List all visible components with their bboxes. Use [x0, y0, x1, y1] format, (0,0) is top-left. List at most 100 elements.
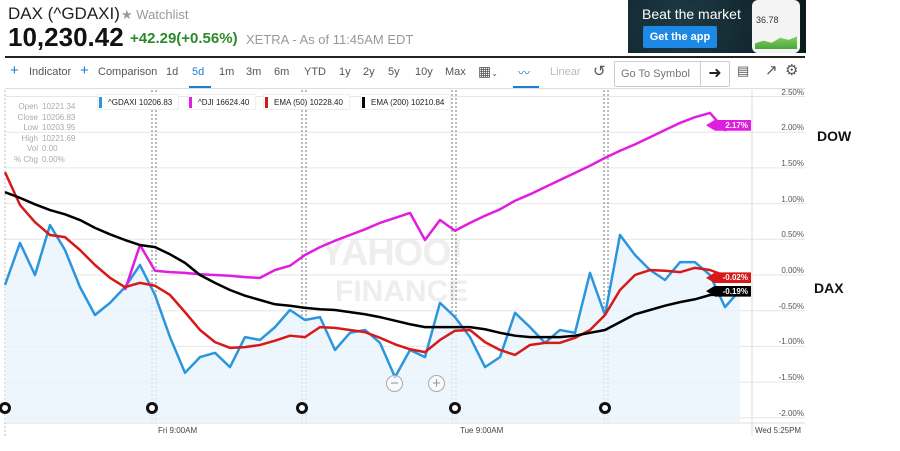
- legend-item[interactable]: ^DJI 16624.40: [187, 94, 257, 110]
- legend-item[interactable]: EMA (200) 10210.84: [360, 94, 452, 110]
- y-tick-label: 1.50%: [781, 158, 804, 168]
- star-icon: ★: [121, 7, 133, 22]
- ohlc-row: % Chg 0.00%: [10, 155, 80, 165]
- legend-swatch: [99, 97, 102, 108]
- app-ad-banner[interactable]: Beat the market Get the app 36.78: [628, 0, 806, 53]
- ohlc-value: 10221.69: [42, 133, 76, 143]
- legend-label: ^DJI 16624.40: [198, 98, 250, 107]
- plus-icon: +: [10, 62, 19, 79]
- ohlc-row: High 10221.69: [10, 134, 80, 144]
- ohlc-row: Low 10203.95: [10, 123, 80, 133]
- ohlc-label: Vol: [26, 144, 38, 153]
- active-tab-underline: [189, 86, 211, 88]
- ohlc-value: 10221.34: [42, 102, 76, 111]
- comparison-button[interactable]: Comparison: [98, 66, 158, 78]
- ohlc-value: 10206.83: [42, 112, 76, 122]
- mountain-chart-icon[interactable]: 〰: [518, 66, 531, 80]
- range-tab-ytd[interactable]: YTD: [304, 66, 326, 78]
- legend-swatch: [362, 97, 365, 108]
- x-tick-label: Wed 5:25PM: [755, 426, 802, 435]
- header-divider: [5, 56, 805, 58]
- y-tick-label: 2.50%: [781, 87, 804, 97]
- share-icon[interactable]: ↗: [765, 62, 778, 79]
- ohlc-label: % Chg: [13, 154, 38, 164]
- legend-swatch: [265, 97, 268, 108]
- y-tick-label: 0.00%: [781, 266, 804, 275]
- symbol-input[interactable]: [615, 62, 695, 86]
- y-tick-label: 2.00%: [781, 123, 804, 133]
- price-change: +42.29(+0.56%): [130, 30, 238, 47]
- legend-label: EMA (50) 10228.40: [274, 98, 343, 107]
- phone-value: 36.78: [756, 15, 779, 25]
- legend-item[interactable]: EMA (50) 10228.40: [263, 94, 350, 110]
- ohlc-label: Open: [18, 102, 38, 111]
- print-icon[interactable]: ▤: [737, 63, 750, 78]
- ohlc-label: Close: [17, 112, 38, 122]
- quote-title: DAX (^GDAXI): [8, 4, 120, 23]
- range-tab-5d[interactable]: 5d: [192, 66, 205, 78]
- range-tab-1d[interactable]: 1d: [166, 66, 179, 78]
- gear-icon[interactable]: ⚙: [785, 62, 799, 79]
- ohlc-value: 0.00%: [42, 154, 65, 164]
- phone-image: 36.78: [752, 0, 800, 53]
- dow-annotation: DOW: [817, 128, 852, 144]
- range-tab-1y[interactable]: 1y: [339, 66, 351, 78]
- series-line-ema200: [4, 191, 740, 339]
- range-tab-10y[interactable]: 10y: [415, 66, 433, 78]
- last-value-tag: -0.19%: [706, 285, 751, 297]
- ohlc-row: Open 10221.34: [10, 102, 80, 112]
- event-marker-center: [602, 405, 608, 411]
- range-tab-2y[interactable]: 2y: [363, 66, 375, 78]
- event-marker-center: [299, 405, 305, 411]
- price: 10,230.42: [8, 22, 124, 52]
- ohlc-row: Vol 0.00: [10, 144, 80, 154]
- ohlc-label: Low: [23, 123, 38, 132]
- arrow-right-icon[interactable]: ➜: [700, 62, 729, 86]
- ohlc-value: 0.00: [42, 144, 58, 153]
- legend-item[interactable]: ^GDAXI 10206.83: [97, 94, 180, 110]
- y-tick-label: -1.50%: [778, 373, 804, 383]
- exchange-timestamp: XETRA - As of 11:45AM EDT: [246, 32, 414, 47]
- zoom-out-button[interactable]: −: [386, 375, 403, 392]
- indicator-button[interactable]: Indicator: [29, 66, 72, 78]
- watermark-finance: FINANCE: [335, 275, 469, 308]
- y-tick-label: -1.00%: [778, 337, 804, 347]
- dax-area-fill: [5, 225, 740, 423]
- range-tab-max[interactable]: Max: [445, 66, 466, 78]
- range-tab-6m[interactable]: 6m: [274, 66, 290, 78]
- series-line-dji: [123, 111, 741, 291]
- ohlc-label: High: [21, 133, 38, 143]
- range-tab-5y[interactable]: 5y: [388, 66, 400, 78]
- x-tick-label: Tue 9:00AM: [460, 426, 504, 435]
- watchlist-label: Watchlist: [136, 7, 189, 22]
- y-tick-label: 1.00%: [781, 194, 804, 204]
- legend-label: ^GDAXI 10206.83: [108, 98, 173, 107]
- ad-headline: Beat the market: [642, 6, 741, 22]
- ohlc-value: 10203.95: [42, 123, 76, 132]
- y-tick-label: 0.50%: [781, 230, 804, 240]
- event-marker-center: [452, 405, 458, 411]
- range-tab-3m[interactable]: 3m: [246, 66, 262, 78]
- ohlc-row: Close 10206.83: [10, 113, 80, 123]
- dax-annotation: DAX: [814, 280, 844, 296]
- series-line-ema50: [3, 171, 741, 357]
- event-marker-center: [149, 405, 155, 411]
- calendar-icon[interactable]: ▦⌄: [478, 63, 498, 79]
- legend-label: EMA (200) 10210.84: [371, 98, 445, 107]
- y-tick-label: -0.50%: [778, 301, 804, 311]
- y-tick-label: -2.00%: [778, 408, 804, 418]
- toolbar-divider: [5, 88, 805, 89]
- event-marker-center: [2, 405, 8, 411]
- scale-button[interactable]: Linear: [550, 66, 581, 78]
- plus-icon: +: [80, 62, 89, 79]
- watchlist-button[interactable]: ★ Watchlist: [121, 7, 189, 22]
- reset-icon[interactable]: ↺: [593, 63, 606, 80]
- legend-swatch: [189, 97, 192, 108]
- last-value-tag: 2.17%: [706, 119, 751, 131]
- x-tick-label: Fri 9:00AM: [158, 426, 198, 435]
- range-tab-1m[interactable]: 1m: [219, 66, 235, 78]
- chart-type-underline: [513, 86, 539, 88]
- zoom-in-button[interactable]: +: [428, 375, 445, 392]
- get-app-button[interactable]: Get the app: [643, 26, 717, 48]
